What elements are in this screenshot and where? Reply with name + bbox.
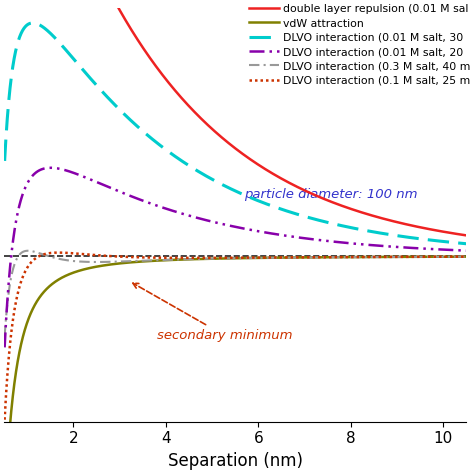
X-axis label: Separation (nm): Separation (nm) [168,452,303,470]
Legend: double layer repulsion (0.01 M sal, vdW attraction, DLVO interaction (0.01 M sal: double layer repulsion (0.01 M sal, vdW … [249,4,471,86]
Text: particle diameter: 100 nm: particle diameter: 100 nm [245,188,418,201]
Text: secondary minimum: secondary minimum [133,283,292,342]
